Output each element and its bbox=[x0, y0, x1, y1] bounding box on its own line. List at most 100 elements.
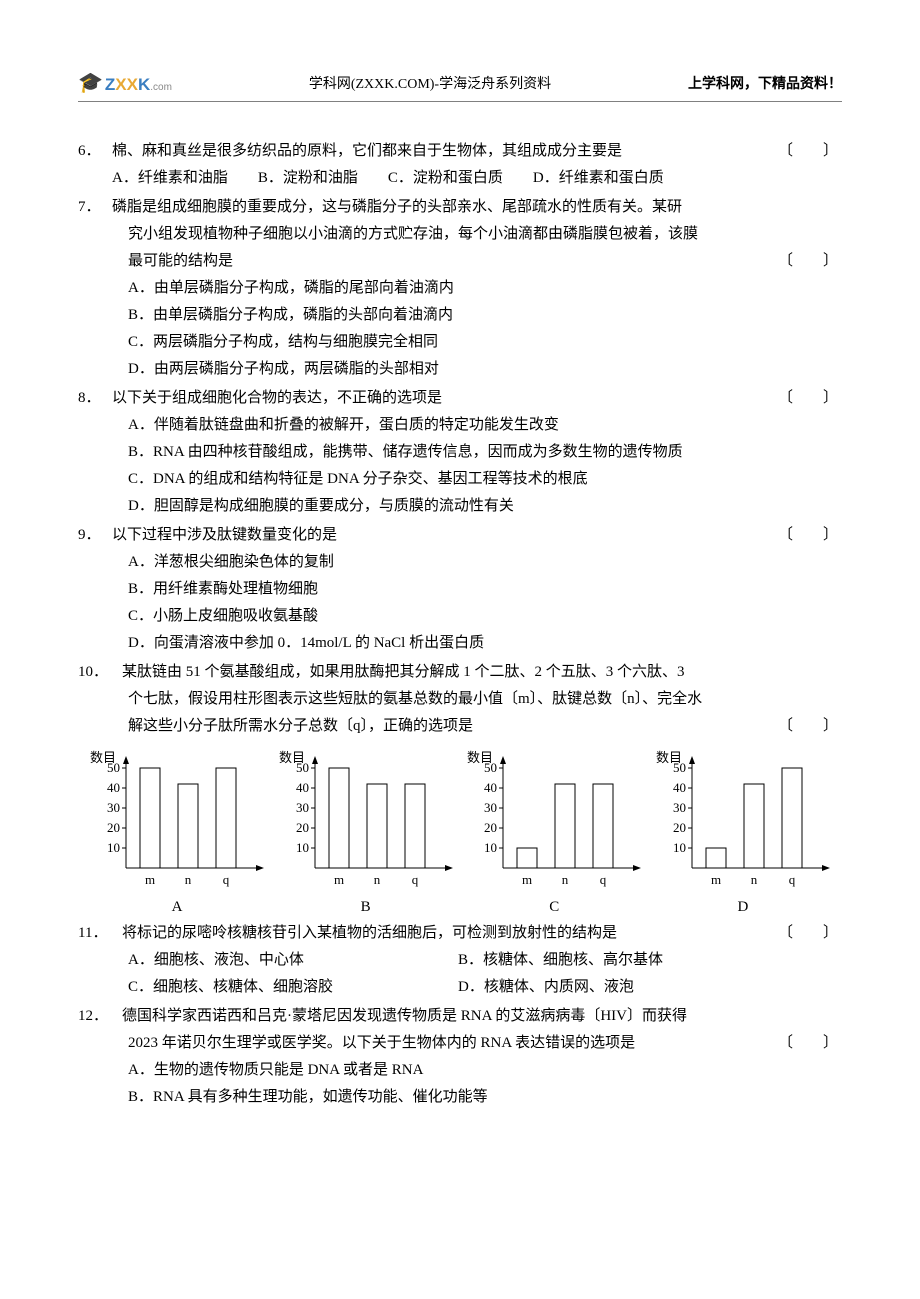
svg-text:q: q bbox=[223, 872, 230, 887]
question-stem: 最可能的结构是 〔 〕 bbox=[78, 248, 842, 275]
question-stem: 磷脂是组成细胞膜的重要成分，这与磷脂分子的头部亲水、尾部疏水的性质有关。某研 bbox=[112, 194, 842, 221]
svg-text:30: 30 bbox=[484, 800, 497, 815]
option-d: D．向蛋清溶液中参加 0．14mol/L 的 NaCl 析出蛋白质 bbox=[78, 630, 842, 657]
option-d: D．核糖体、内质网、液泡 bbox=[458, 974, 634, 1001]
svg-text:20: 20 bbox=[107, 820, 120, 835]
option-c: C．淀粉和蛋白质 bbox=[388, 165, 503, 192]
svg-text:10: 10 bbox=[673, 840, 686, 855]
option-c: C．两层磷脂分子构成，结构与细胞膜完全相同 bbox=[78, 329, 842, 356]
option-c: C．DNA 的组成和结构特征是 DNA 分子杂交、基因工程等技术的根底 bbox=[78, 466, 842, 493]
graduation-cap-icon: 🎓 bbox=[78, 70, 103, 95]
question-number: 6． bbox=[78, 138, 112, 165]
option-b: B．核糖体、细胞核、高尔基体 bbox=[458, 947, 663, 974]
question-stem: 解这些小分子肽所需水分子总数〔q〕，正确的选项是 〔 〕 bbox=[78, 713, 842, 740]
option-c: C．细胞核、核糖体、细胞溶胶 bbox=[128, 974, 458, 1001]
svg-text:数目: 数目 bbox=[467, 750, 493, 765]
svg-text:m: m bbox=[522, 872, 532, 887]
question-stem: 德国科学家西诺西和吕克·蒙塔尼因发现遗传物质是 RNA 的艾滋病病毒〔HIV〕而… bbox=[122, 1003, 842, 1030]
svg-text:n: n bbox=[373, 872, 380, 887]
svg-text:m: m bbox=[145, 872, 155, 887]
question-11: 11． 将标记的尿嘧呤核糖核苷引入某植物的活细胞后，可检测到放射性的结构是 〔 … bbox=[78, 920, 842, 1001]
svg-text:20: 20 bbox=[296, 820, 309, 835]
bar-chart-svg: 1020304050数目mnq bbox=[461, 750, 647, 890]
option-b: B．由单层磷脂分子构成，磷脂的头部向着油滴内 bbox=[78, 302, 842, 329]
svg-text:m: m bbox=[711, 872, 721, 887]
page-header: 🎓 ZXXK.com 学科网(ZXXK.COM)-学海泛舟系列资料 上学科网，下… bbox=[78, 70, 842, 102]
answer-bracket: 〔 〕 bbox=[778, 138, 838, 165]
question-8: 8． 以下关于组成细胞化合物的表达，不正确的选项是 〔 〕 A．伴随着肽链盘曲和… bbox=[78, 385, 842, 520]
option-a: A．伴随着肽链盘曲和折叠的被解开，蛋白质的特定功能发生改变 bbox=[78, 412, 842, 439]
svg-text:40: 40 bbox=[484, 780, 497, 795]
answer-bracket: 〔 〕 bbox=[778, 1030, 838, 1057]
question-stem: 2023 年诺贝尔生理学或医学奖。以下关于生物体内的 RNA 表达错误的选项是 … bbox=[78, 1030, 842, 1057]
logo-letter: XX bbox=[115, 75, 138, 94]
svg-text:数目: 数目 bbox=[279, 750, 305, 765]
question-7: 7． 磷脂是组成细胞膜的重要成分，这与磷脂分子的头部亲水、尾部疏水的性质有关。某… bbox=[78, 194, 842, 383]
option-a: A．纤维素和油脂 bbox=[112, 165, 228, 192]
chart-b: 1020304050数目mnq B bbox=[273, 750, 459, 916]
option-b: B．RNA 具有多种生理功能，如遗传功能、催化功能等 bbox=[78, 1084, 842, 1111]
svg-text:30: 30 bbox=[673, 800, 686, 815]
option-row: A．纤维素和油脂 B．淀粉和油脂 C．淀粉和蛋白质 D．纤维素和蛋白质 bbox=[78, 165, 842, 192]
question-stem: 究小组发现植物种子细胞以小油滴的方式贮存油，每个小油滴都由磷脂膜包被着，该膜 bbox=[78, 221, 842, 248]
svg-text:q: q bbox=[600, 872, 607, 887]
question-number: 10． bbox=[78, 659, 122, 686]
option-c: C．小肠上皮细胞吸收氨基酸 bbox=[78, 603, 842, 630]
chart-letter: B bbox=[273, 899, 459, 916]
question-stem: 棉、麻和真丝是很多纺织品的原料，它们都来自于生物体，其组成成分主要是 〔 〕 bbox=[112, 138, 842, 165]
site-logo: 🎓 ZXXK.com bbox=[78, 70, 172, 95]
option-row: A．细胞核、液泡、中心体 B．核糖体、细胞核、高尔基体 bbox=[78, 947, 842, 974]
svg-text:40: 40 bbox=[107, 780, 120, 795]
svg-text:数目: 数目 bbox=[90, 750, 116, 765]
chart-d: 1020304050数目mnq D bbox=[650, 750, 836, 916]
bar-chart-svg: 1020304050数目mnq bbox=[84, 750, 270, 890]
answer-bracket: 〔 〕 bbox=[778, 920, 838, 947]
option-d: D．胆固醇是构成细胞膜的重要成分，与质膜的流动性有关 bbox=[78, 493, 842, 520]
svg-text:20: 20 bbox=[673, 820, 686, 835]
svg-text:n: n bbox=[751, 872, 758, 887]
option-a: A．细胞核、液泡、中心体 bbox=[128, 947, 458, 974]
question-stem: 某肽链由 51 个氨基酸组成，如果用肽酶把其分解成 1 个二肽、2 个五肽、3 … bbox=[122, 659, 842, 686]
header-center-text: 学科网(ZXXK.COM)-学海泛舟系列资料 bbox=[309, 73, 551, 93]
question-6: 6． 棉、麻和真丝是很多纺织品的原料，它们都来自于生物体，其组成成分主要是 〔 … bbox=[78, 138, 842, 192]
question-number: 9． bbox=[78, 522, 112, 549]
option-d: D．纤维素和蛋白质 bbox=[533, 165, 664, 192]
svg-text:10: 10 bbox=[484, 840, 497, 855]
svg-text:10: 10 bbox=[107, 840, 120, 855]
svg-text:n: n bbox=[185, 872, 192, 887]
chart-c: 1020304050数目mnq C bbox=[461, 750, 647, 916]
answer-bracket: 〔 〕 bbox=[778, 385, 838, 412]
answer-bracket: 〔 〕 bbox=[778, 713, 838, 740]
chart-a: 1020304050数目mnq A bbox=[84, 750, 270, 916]
bar-chart-svg: 1020304050数目mnq bbox=[273, 750, 459, 890]
svg-text:20: 20 bbox=[484, 820, 497, 835]
svg-text:30: 30 bbox=[107, 800, 120, 815]
svg-text:n: n bbox=[562, 872, 569, 887]
svg-text:40: 40 bbox=[296, 780, 309, 795]
logo-suffix: .com bbox=[150, 82, 172, 93]
option-b: B．淀粉和油脂 bbox=[258, 165, 358, 192]
option-b: B．RNA 由四种核苷酸组成，能携带、储存遗传信息，因而成为多数生物的遗传物质 bbox=[78, 439, 842, 466]
svg-text:q: q bbox=[411, 872, 418, 887]
question-12: 12． 德国科学家西诺西和吕克·蒙塔尼因发现遗传物质是 RNA 的艾滋病病毒〔H… bbox=[78, 1003, 842, 1111]
chart-letter: A bbox=[84, 899, 270, 916]
logo-letter: K bbox=[138, 75, 150, 94]
answer-bracket: 〔 〕 bbox=[778, 248, 838, 275]
header-right-text: 上学科网，下精品资料！ bbox=[688, 73, 842, 93]
question-number: 11． bbox=[78, 920, 122, 947]
svg-text:q: q bbox=[789, 872, 796, 887]
svg-text:40: 40 bbox=[673, 780, 686, 795]
question-number: 7． bbox=[78, 194, 112, 221]
option-row: C．细胞核、核糖体、细胞溶胶 D．核糖体、内质网、液泡 bbox=[78, 974, 842, 1001]
answer-bracket: 〔 〕 bbox=[778, 522, 838, 549]
charts-row: 1020304050数目mnq A 1020304050数目mnq B 1020… bbox=[78, 744, 842, 916]
question-number: 8． bbox=[78, 385, 112, 412]
svg-text:30: 30 bbox=[296, 800, 309, 815]
question-stem: 将标记的尿嘧呤核糖核苷引入某植物的活细胞后，可检测到放射性的结构是 〔 〕 bbox=[122, 920, 842, 947]
question-stem: 以下过程中涉及肽键数量变化的是 〔 〕 bbox=[112, 522, 842, 549]
bar-chart-svg: 1020304050数目mnq bbox=[650, 750, 836, 890]
option-a: A．由单层磷脂分子构成，磷脂的尾部向着油滴内 bbox=[78, 275, 842, 302]
question-stem: 以下关于组成细胞化合物的表达，不正确的选项是 〔 〕 bbox=[112, 385, 842, 412]
question-9: 9． 以下过程中涉及肽键数量变化的是 〔 〕 A．洋葱根尖细胞染色体的复制 B．… bbox=[78, 522, 842, 657]
option-b: B．用纤维素酶处理植物细胞 bbox=[78, 576, 842, 603]
